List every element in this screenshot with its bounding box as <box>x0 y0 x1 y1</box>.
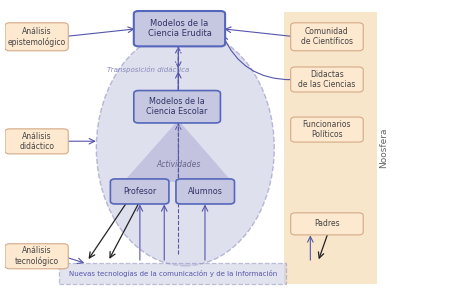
FancyBboxPatch shape <box>5 244 68 269</box>
Text: Modelos de la
Ciencia Erudita: Modelos de la Ciencia Erudita <box>147 19 211 38</box>
Ellipse shape <box>96 30 274 266</box>
Text: Análisis
didáctico: Análisis didáctico <box>19 132 54 151</box>
Text: Funcionarios
Políticos: Funcionarios Políticos <box>303 120 351 139</box>
FancyBboxPatch shape <box>291 117 363 142</box>
Text: Análisis
tecnológico: Análisis tecnológico <box>15 246 59 266</box>
FancyBboxPatch shape <box>110 179 169 204</box>
FancyBboxPatch shape <box>5 23 68 51</box>
Text: Profesor: Profesor <box>123 187 156 196</box>
FancyBboxPatch shape <box>291 67 363 92</box>
FancyBboxPatch shape <box>134 11 225 46</box>
FancyBboxPatch shape <box>291 23 363 51</box>
Text: Didactas
de las Ciencias: Didactas de las Ciencias <box>298 70 356 89</box>
Polygon shape <box>124 120 232 182</box>
Text: Alumnos: Alumnos <box>188 187 223 196</box>
Text: Análisis
epistemológico: Análisis epistemológico <box>8 27 66 47</box>
FancyBboxPatch shape <box>59 263 286 284</box>
FancyBboxPatch shape <box>291 213 363 235</box>
Text: Padres: Padres <box>314 219 340 228</box>
Text: Modelos de la
Ciencia Escolar: Modelos de la Ciencia Escolar <box>146 97 208 116</box>
Text: Noosfera: Noosfera <box>379 128 388 168</box>
Text: Comunidad
de Científicos: Comunidad de Científicos <box>301 27 353 46</box>
FancyBboxPatch shape <box>5 129 68 154</box>
FancyBboxPatch shape <box>176 179 235 204</box>
Text: Transposición didáctica: Transposición didáctica <box>107 66 189 73</box>
Text: Nuevas tecnologías de la comunicación y de la información: Nuevas tecnologías de la comunicación y … <box>69 270 277 277</box>
FancyBboxPatch shape <box>134 91 220 123</box>
FancyBboxPatch shape <box>283 12 377 284</box>
Text: Actividades: Actividades <box>156 160 201 169</box>
